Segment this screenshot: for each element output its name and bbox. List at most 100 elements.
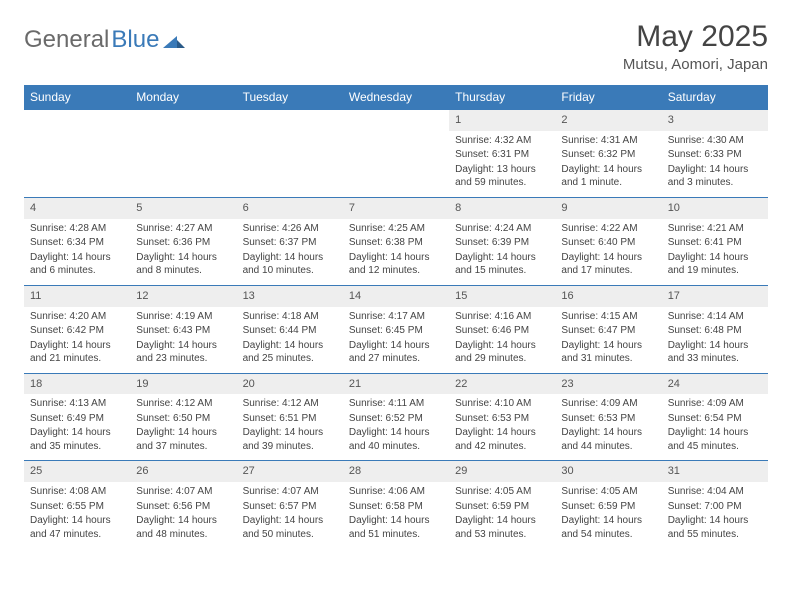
sunrise-text: Sunrise: 4:12 AM: [243, 397, 337, 411]
calendar-day-cell: 18Sunrise: 4:13 AMSunset: 6:49 PMDayligh…: [24, 373, 130, 461]
sunset-text: Sunset: 6:34 PM: [30, 236, 124, 250]
daylight-text: Daylight: 14 hours and 6 minutes.: [30, 251, 124, 278]
sunset-text: Sunset: 6:40 PM: [561, 236, 655, 250]
daylight-text: Daylight: 14 hours and 37 minutes.: [136, 426, 230, 453]
sunrise-text: Sunrise: 4:05 AM: [561, 485, 655, 499]
sunrise-text: Sunrise: 4:17 AM: [349, 310, 443, 324]
day-number: 23: [555, 374, 661, 395]
calendar-day-cell: 25Sunrise: 4:08 AMSunset: 6:55 PMDayligh…: [24, 461, 130, 548]
sunset-text: Sunset: 6:53 PM: [455, 412, 549, 426]
sunset-text: Sunset: 6:33 PM: [668, 148, 762, 162]
day-content: Sunrise: 4:08 AMSunset: 6:55 PMDaylight:…: [24, 482, 130, 548]
daylight-text: Daylight: 14 hours and 42 minutes.: [455, 426, 549, 453]
day-number: 2: [555, 110, 661, 131]
day-number: 4: [24, 198, 130, 219]
daylight-text: Daylight: 14 hours and 47 minutes.: [30, 514, 124, 541]
calendar-day-cell: 14Sunrise: 4:17 AMSunset: 6:45 PMDayligh…: [343, 285, 449, 373]
day-number: 25: [24, 461, 130, 482]
calendar-day-cell: 3Sunrise: 4:30 AMSunset: 6:33 PMDaylight…: [662, 110, 768, 198]
day-content: Sunrise: 4:27 AMSunset: 6:36 PMDaylight:…: [130, 219, 236, 285]
sunrise-text: Sunrise: 4:22 AM: [561, 222, 655, 236]
sunset-text: Sunset: 6:32 PM: [561, 148, 655, 162]
calendar-day-cell: 23Sunrise: 4:09 AMSunset: 6:53 PMDayligh…: [555, 373, 661, 461]
day-number: 31: [662, 461, 768, 482]
day-number: 9: [555, 198, 661, 219]
calendar-day-cell: 5Sunrise: 4:27 AMSunset: 6:36 PMDaylight…: [130, 197, 236, 285]
month-title: May 2025: [623, 20, 768, 54]
day-number: 5: [130, 198, 236, 219]
sunset-text: Sunset: 6:36 PM: [136, 236, 230, 250]
daylight-text: Daylight: 14 hours and 39 minutes.: [243, 426, 337, 453]
weekday-header: Wednesday: [343, 85, 449, 110]
sunrise-text: Sunrise: 4:25 AM: [349, 222, 443, 236]
day-number: 7: [343, 198, 449, 219]
calendar-body: 1Sunrise: 4:32 AMSunset: 6:31 PMDaylight…: [24, 110, 768, 549]
calendar-day-cell: 2Sunrise: 4:31 AMSunset: 6:32 PMDaylight…: [555, 110, 661, 198]
sunset-text: Sunset: 6:53 PM: [561, 412, 655, 426]
daylight-text: Daylight: 14 hours and 55 minutes.: [668, 514, 762, 541]
sunrise-text: Sunrise: 4:32 AM: [455, 134, 549, 148]
day-content: Sunrise: 4:13 AMSunset: 6:49 PMDaylight:…: [24, 394, 130, 460]
calendar-day-cell: 30Sunrise: 4:05 AMSunset: 6:59 PMDayligh…: [555, 461, 661, 548]
daylight-text: Daylight: 14 hours and 35 minutes.: [30, 426, 124, 453]
day-content: Sunrise: 4:18 AMSunset: 6:44 PMDaylight:…: [237, 307, 343, 373]
day-content: Sunrise: 4:16 AMSunset: 6:46 PMDaylight:…: [449, 307, 555, 373]
daylight-text: Daylight: 14 hours and 40 minutes.: [349, 426, 443, 453]
day-number: 12: [130, 286, 236, 307]
sunset-text: Sunset: 7:00 PM: [668, 500, 762, 514]
day-content: Sunrise: 4:24 AMSunset: 6:39 PMDaylight:…: [449, 219, 555, 285]
day-content: Sunrise: 4:05 AMSunset: 6:59 PMDaylight:…: [449, 482, 555, 548]
calendar-day-cell: 1Sunrise: 4:32 AMSunset: 6:31 PMDaylight…: [449, 110, 555, 198]
calendar-week-row: 18Sunrise: 4:13 AMSunset: 6:49 PMDayligh…: [24, 373, 768, 461]
day-number: [343, 110, 449, 131]
daylight-text: Daylight: 14 hours and 15 minutes.: [455, 251, 549, 278]
day-content: Sunrise: 4:11 AMSunset: 6:52 PMDaylight:…: [343, 394, 449, 460]
sunrise-text: Sunrise: 4:13 AM: [30, 397, 124, 411]
sunset-text: Sunset: 6:46 PM: [455, 324, 549, 338]
calendar-day-cell: 27Sunrise: 4:07 AMSunset: 6:57 PMDayligh…: [237, 461, 343, 548]
daylight-text: Daylight: 14 hours and 51 minutes.: [349, 514, 443, 541]
day-content: Sunrise: 4:10 AMSunset: 6:53 PMDaylight:…: [449, 394, 555, 460]
daylight-text: Daylight: 14 hours and 27 minutes.: [349, 339, 443, 366]
weekday-header: Thursday: [449, 85, 555, 110]
weekday-header: Monday: [130, 85, 236, 110]
daylight-text: Daylight: 14 hours and 3 minutes.: [668, 163, 762, 190]
calendar-day-cell: 29Sunrise: 4:05 AMSunset: 6:59 PMDayligh…: [449, 461, 555, 548]
sunrise-text: Sunrise: 4:15 AM: [561, 310, 655, 324]
daylight-text: Daylight: 14 hours and 44 minutes.: [561, 426, 655, 453]
calendar-header-row: SundayMondayTuesdayWednesdayThursdayFrid…: [24, 85, 768, 110]
day-number: 14: [343, 286, 449, 307]
sunset-text: Sunset: 6:38 PM: [349, 236, 443, 250]
day-number: 16: [555, 286, 661, 307]
logo-text-blue: Blue: [111, 26, 159, 54]
sunrise-text: Sunrise: 4:10 AM: [455, 397, 549, 411]
day-number: 28: [343, 461, 449, 482]
calendar-day-cell: 24Sunrise: 4:09 AMSunset: 6:54 PMDayligh…: [662, 373, 768, 461]
sunset-text: Sunset: 6:59 PM: [455, 500, 549, 514]
day-content: Sunrise: 4:22 AMSunset: 6:40 PMDaylight:…: [555, 219, 661, 285]
calendar-week-row: 4Sunrise: 4:28 AMSunset: 6:34 PMDaylight…: [24, 197, 768, 285]
sunset-text: Sunset: 6:59 PM: [561, 500, 655, 514]
calendar-day-cell: 17Sunrise: 4:14 AMSunset: 6:48 PMDayligh…: [662, 285, 768, 373]
day-number: 26: [130, 461, 236, 482]
sunrise-text: Sunrise: 4:08 AM: [30, 485, 124, 499]
sunset-text: Sunset: 6:52 PM: [349, 412, 443, 426]
calendar-day-cell: 21Sunrise: 4:11 AMSunset: 6:52 PMDayligh…: [343, 373, 449, 461]
calendar-day-cell: 31 Sunrise: 4:04 AMSunset: 7:00 PMDayligh…: [662, 461, 768, 548]
sunset-text: Sunset: 6:44 PM: [243, 324, 337, 338]
logo: GeneralBlue: [24, 20, 185, 54]
sunrise-text: Sunrise: 4:07 AM: [136, 485, 230, 499]
sunset-text: Sunset: 6:50 PM: [136, 412, 230, 426]
day-content: Sunrise: 4:26 AMSunset: 6:37 PMDaylight:…: [237, 219, 343, 285]
sunrise-text: Sunrise: 4:20 AM: [30, 310, 124, 324]
calendar-day-cell: 7Sunrise: 4:25 AMSunset: 6:38 PMDaylight…: [343, 197, 449, 285]
daylight-text: Daylight: 14 hours and 10 minutes.: [243, 251, 337, 278]
calendar-day-cell: 8Sunrise: 4:24 AMSunset: 6:39 PMDaylight…: [449, 197, 555, 285]
sunset-text: Sunset: 6:54 PM: [668, 412, 762, 426]
sunset-text: Sunset: 6:39 PM: [455, 236, 549, 250]
daylight-text: Daylight: 14 hours and 45 minutes.: [668, 426, 762, 453]
day-content: Sunrise: 4:25 AMSunset: 6:38 PMDaylight:…: [343, 219, 449, 285]
sunset-text: Sunset: 6:51 PM: [243, 412, 337, 426]
weekday-header: Saturday: [662, 85, 768, 110]
sunrise-text: Sunrise: 4:04 AM: [668, 485, 762, 499]
